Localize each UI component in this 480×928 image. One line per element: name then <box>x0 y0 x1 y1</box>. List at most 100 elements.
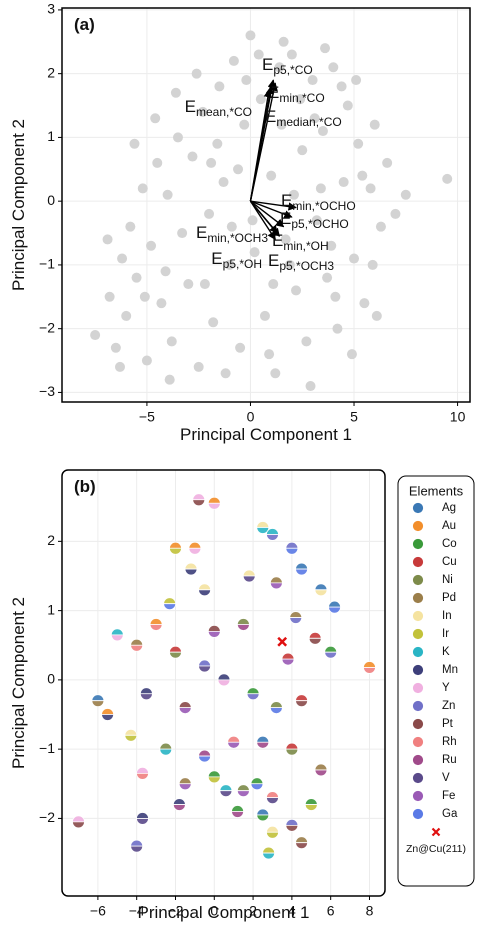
data-point-half <box>139 693 153 701</box>
legend-marker <box>412 754 424 766</box>
legend-label: In <box>442 610 452 622</box>
data-point <box>346 349 357 360</box>
data-point-half <box>217 679 231 687</box>
data-point-half <box>314 769 328 777</box>
legend-label: Zn <box>442 700 455 712</box>
data-point-half <box>269 582 283 590</box>
data-point <box>218 177 229 188</box>
data-point <box>309 113 320 124</box>
data-point-half <box>149 624 163 631</box>
data-point-half <box>169 547 182 555</box>
data-point <box>160 266 171 277</box>
vector-label: Emin,*OH <box>272 231 329 253</box>
data-point <box>212 138 223 149</box>
data-point <box>390 208 401 219</box>
legend-label: Ir <box>442 628 449 640</box>
data-point-half <box>130 644 144 652</box>
data-point <box>320 43 331 54</box>
data-point <box>367 259 378 270</box>
data-point <box>278 36 289 47</box>
data-point <box>342 100 353 111</box>
data-point <box>187 151 198 162</box>
data-point <box>156 298 167 309</box>
x-tick-label: −2 <box>168 903 184 919</box>
legend-marker <box>412 808 424 820</box>
loading-vector <box>249 200 278 234</box>
data-point-half <box>295 842 308 850</box>
y-tick-label: 1 <box>47 601 55 617</box>
loading-vector <box>249 200 276 241</box>
data-point-half <box>295 568 308 576</box>
x-tick-label: −4 <box>129 903 145 919</box>
data-point <box>235 342 246 353</box>
data-point <box>170 87 181 98</box>
data-point <box>264 349 275 360</box>
data-point-half <box>136 818 149 825</box>
legend-marker <box>412 610 424 622</box>
legend-marker <box>412 736 424 748</box>
x-tick-label: 6 <box>327 903 335 919</box>
legend-marker <box>412 502 424 514</box>
vector-label: Ep5,*OCHO <box>280 209 349 231</box>
x-tick-label: 4 <box>288 903 296 919</box>
panel-label: (b) <box>74 477 96 496</box>
data-point <box>284 259 295 270</box>
legend-marker <box>412 592 424 604</box>
data-point <box>150 113 161 124</box>
data-point <box>371 310 382 321</box>
data-point <box>270 368 281 379</box>
vector-label-sub: min,*OCH3 <box>207 231 268 245</box>
data-point-half <box>304 804 318 811</box>
vector-label-sub: min,*CO <box>279 91 324 105</box>
vector-label-main: E <box>211 249 222 268</box>
data-point-half <box>130 845 144 853</box>
data-point <box>193 361 204 372</box>
data-point-half <box>198 755 211 763</box>
data-point <box>137 183 148 194</box>
data-point-half <box>285 547 299 555</box>
data-point <box>162 189 173 200</box>
data-point <box>332 323 343 334</box>
vector-label: Emean,*CO <box>185 97 252 119</box>
data-point <box>90 330 101 341</box>
vector-label-main: E <box>281 191 292 210</box>
data-point-half <box>136 772 149 780</box>
data-point <box>121 310 132 321</box>
vector-label-sub: min,*OCHO <box>292 199 355 213</box>
data-point <box>204 208 215 219</box>
vector-label: Ep5,*CO <box>262 55 313 77</box>
data-point-half <box>363 667 376 674</box>
legend-label: Ga <box>442 808 458 820</box>
vector-label-main: E <box>272 231 283 250</box>
data-point <box>224 259 235 270</box>
vector-label-sub: mean,*CO <box>196 105 252 119</box>
legend-label: Au <box>442 520 456 532</box>
legend-marker <box>412 574 424 586</box>
data-point-half <box>184 568 198 576</box>
data-point <box>125 221 136 232</box>
vector-label-main: E <box>268 251 279 270</box>
data-point <box>177 228 188 239</box>
data-point <box>317 126 328 137</box>
data-point <box>326 240 337 251</box>
data-point <box>141 355 152 366</box>
data-point-half <box>227 741 241 749</box>
data-point-half <box>285 824 299 832</box>
legend-marker <box>412 646 424 658</box>
data-point-half <box>124 734 138 742</box>
x-tick-label: 0 <box>210 903 218 919</box>
legend-label: Ni <box>442 574 453 586</box>
data-point-half <box>72 821 85 829</box>
y-tick-label: 2 <box>47 64 55 80</box>
data-point-half <box>198 589 211 597</box>
y-tick-label: −2 <box>39 319 55 335</box>
data-point-half <box>266 797 279 805</box>
y-tick-label: 0 <box>47 192 55 208</box>
data-point <box>297 145 308 156</box>
data-point-half <box>242 575 256 583</box>
data-point <box>117 253 128 264</box>
data-point <box>259 310 270 321</box>
data-point <box>220 368 231 379</box>
data-point-half <box>91 700 105 708</box>
data-point <box>266 170 277 181</box>
